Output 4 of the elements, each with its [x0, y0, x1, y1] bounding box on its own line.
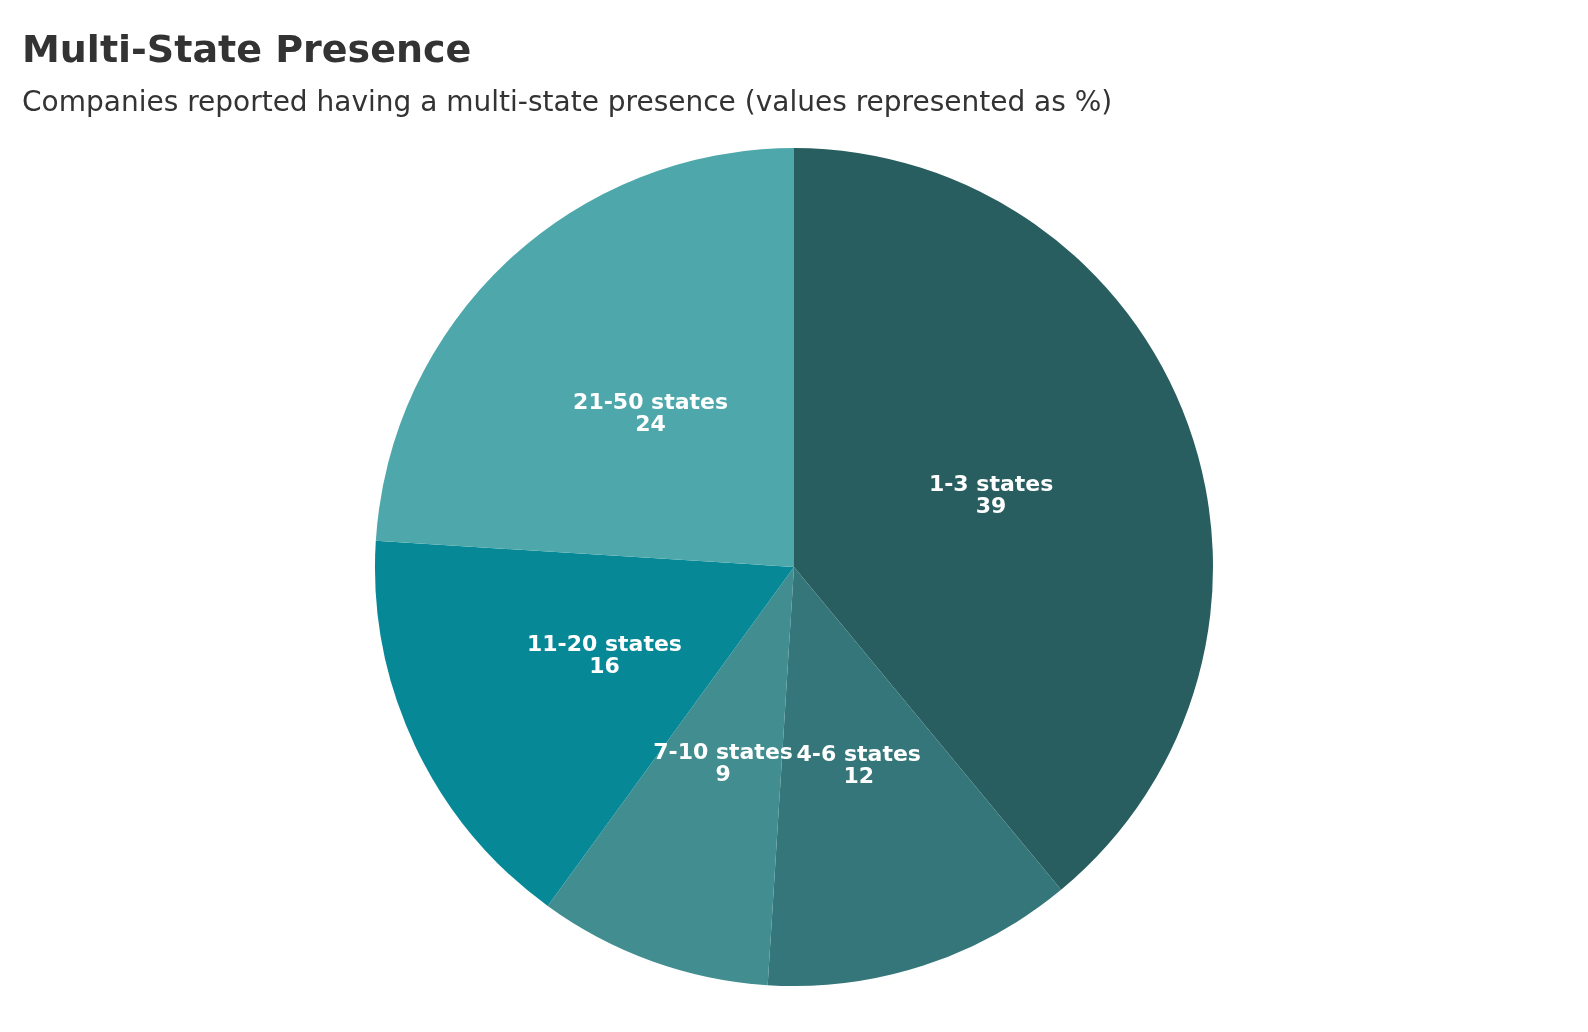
- slice-label: 21-50 states: [573, 389, 729, 414]
- chart-title: Multi-State Presence: [21, 26, 473, 72]
- data-label: 24: [635, 411, 666, 436]
- chart-subtitle: Companies reported having a multi-state presence (values represented as %): [21, 84, 1114, 120]
